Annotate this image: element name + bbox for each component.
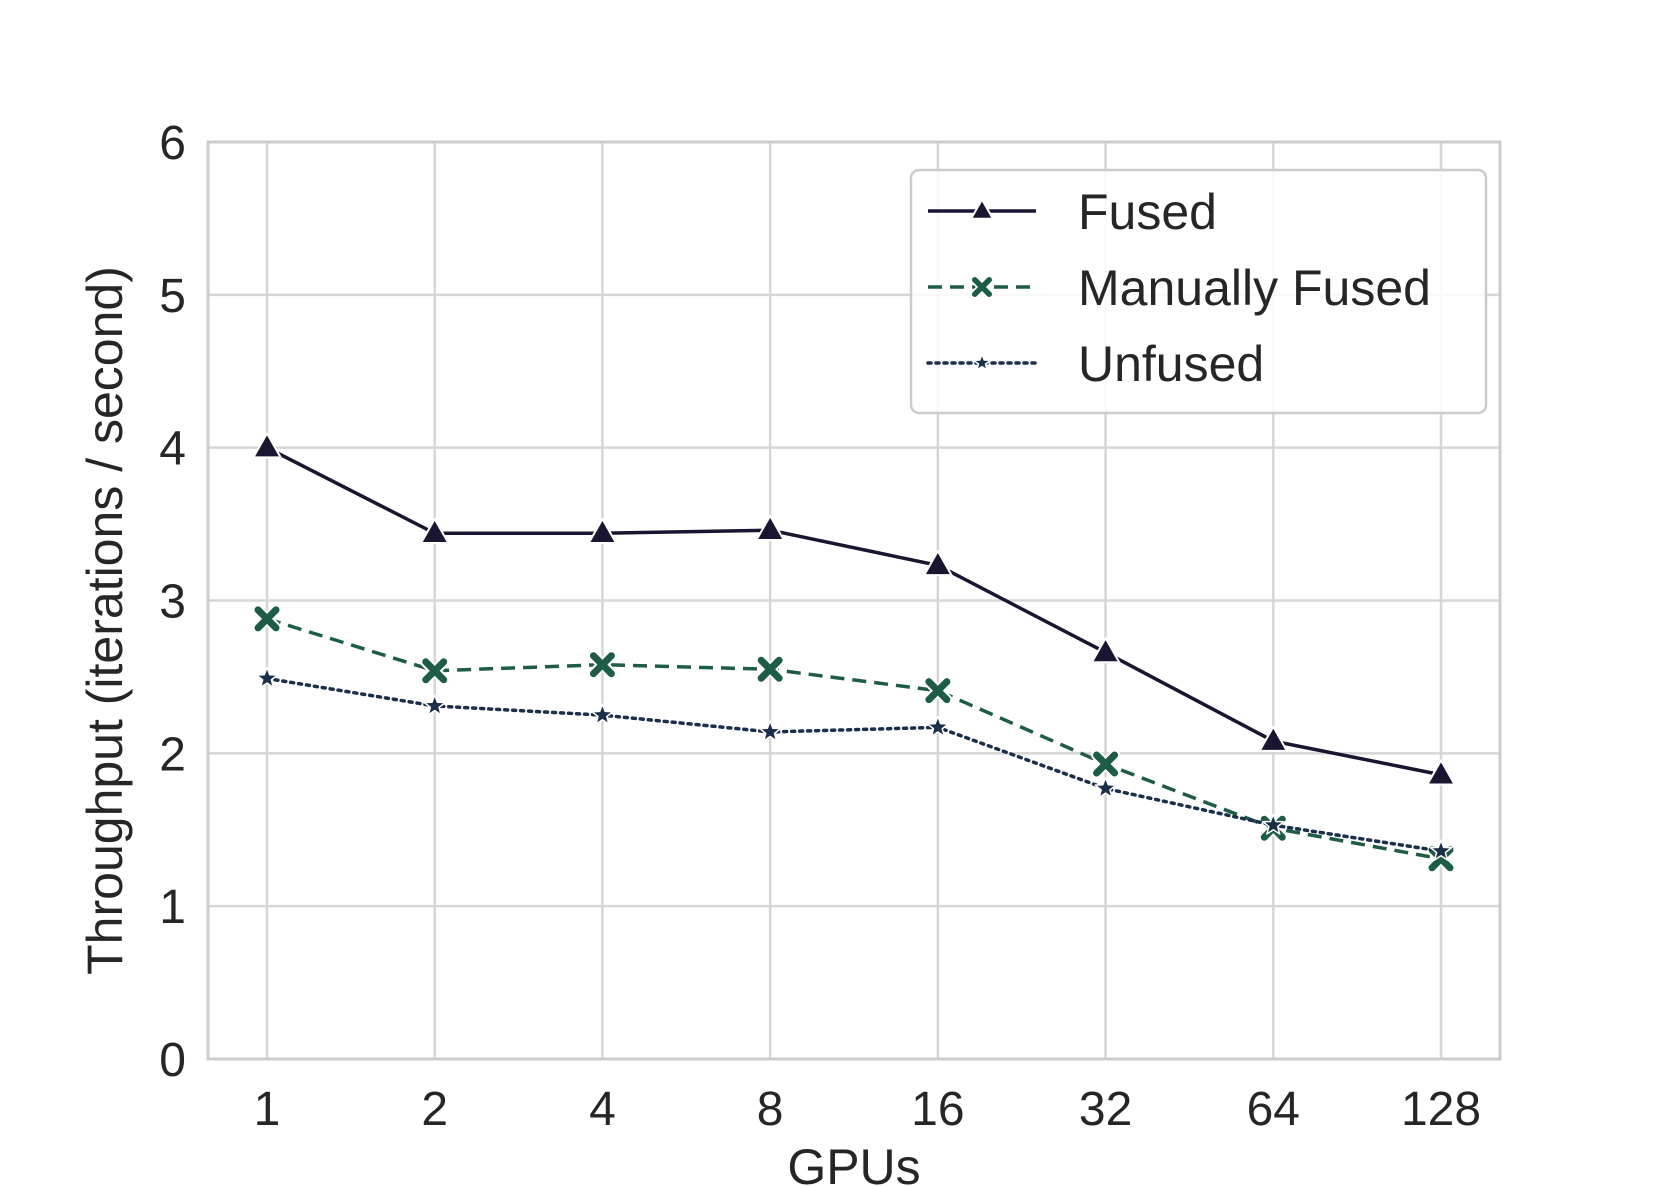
data-point: [1094, 776, 1117, 799]
data-point: [420, 656, 450, 686]
y-tick-label: 4: [159, 423, 186, 476]
data-point: [926, 715, 950, 737]
data-point: [420, 517, 450, 545]
legend-item: Unfused: [926, 336, 1264, 392]
data-point: [587, 517, 618, 545]
y-tick-label: 0: [159, 1034, 186, 1087]
series-layer: [252, 432, 1456, 874]
legend-marker: [970, 275, 994, 299]
legend-label: Fused: [1078, 184, 1217, 240]
y-tick-label: 1: [159, 881, 186, 934]
data-point: [755, 514, 785, 541]
data-point: [1258, 725, 1288, 752]
data-point: [1091, 749, 1121, 779]
data-point: [923, 676, 953, 706]
data-point: [755, 654, 785, 684]
x-tick-label: 4: [589, 1083, 616, 1136]
y-tick-labels: 0 1 2 3 4 5 6: [159, 117, 186, 1087]
y-tick-label: 5: [159, 270, 186, 323]
x-tick-label: 16: [911, 1083, 964, 1136]
data-point: [1426, 759, 1456, 786]
y-tick-label: 3: [159, 576, 186, 629]
x-tick-label: 2: [421, 1083, 448, 1136]
data-point: [423, 694, 446, 716]
legend-label: Manually Fused: [1078, 260, 1431, 316]
data-point: [758, 720, 782, 742]
x-tick-label: 1: [254, 1083, 281, 1136]
series-line: [265, 676, 1443, 853]
x-tick-label: 32: [1079, 1083, 1132, 1136]
data-point: [587, 650, 617, 680]
data-point: [591, 703, 614, 725]
y-axis-label: Throughput (iterations / second): [77, 266, 133, 975]
data-point: [1429, 839, 1453, 861]
data-point: [923, 550, 953, 577]
legend-item: Manually Fused: [928, 260, 1431, 316]
data-point: [252, 604, 282, 634]
x-tick-label: 64: [1247, 1083, 1300, 1136]
series-line: [266, 446, 1442, 777]
legend-item: Fused: [928, 184, 1217, 240]
series-fused: [252, 432, 1456, 786]
legend-items: Fused Manually Fused Unfused: [926, 184, 1431, 392]
legend-marker: [970, 198, 994, 220]
legend-label: Unfused: [1078, 336, 1264, 392]
data-point: [1426, 844, 1456, 874]
legend-marker: [972, 353, 992, 371]
x-tick-labels: 1 2 4 8 16 32 64 128: [254, 1083, 1481, 1136]
legend-box: [909, 168, 1488, 415]
x-tick-label: 8: [757, 1083, 784, 1136]
y-tick-label: 6: [159, 117, 186, 170]
series-unfused: [255, 666, 1453, 861]
x-axis-label: GPUs: [787, 1139, 920, 1186]
legend: Fused Manually Fused Unfused: [909, 168, 1488, 415]
x-tick-label: 128: [1401, 1083, 1481, 1136]
plot-area-frame: [206, 140, 1502, 1061]
data-point: [255, 666, 279, 689]
data-point: [1262, 813, 1285, 835]
data-point: [252, 432, 282, 459]
data-point: [1090, 637, 1121, 664]
y-tick-label: 2: [159, 728, 186, 781]
